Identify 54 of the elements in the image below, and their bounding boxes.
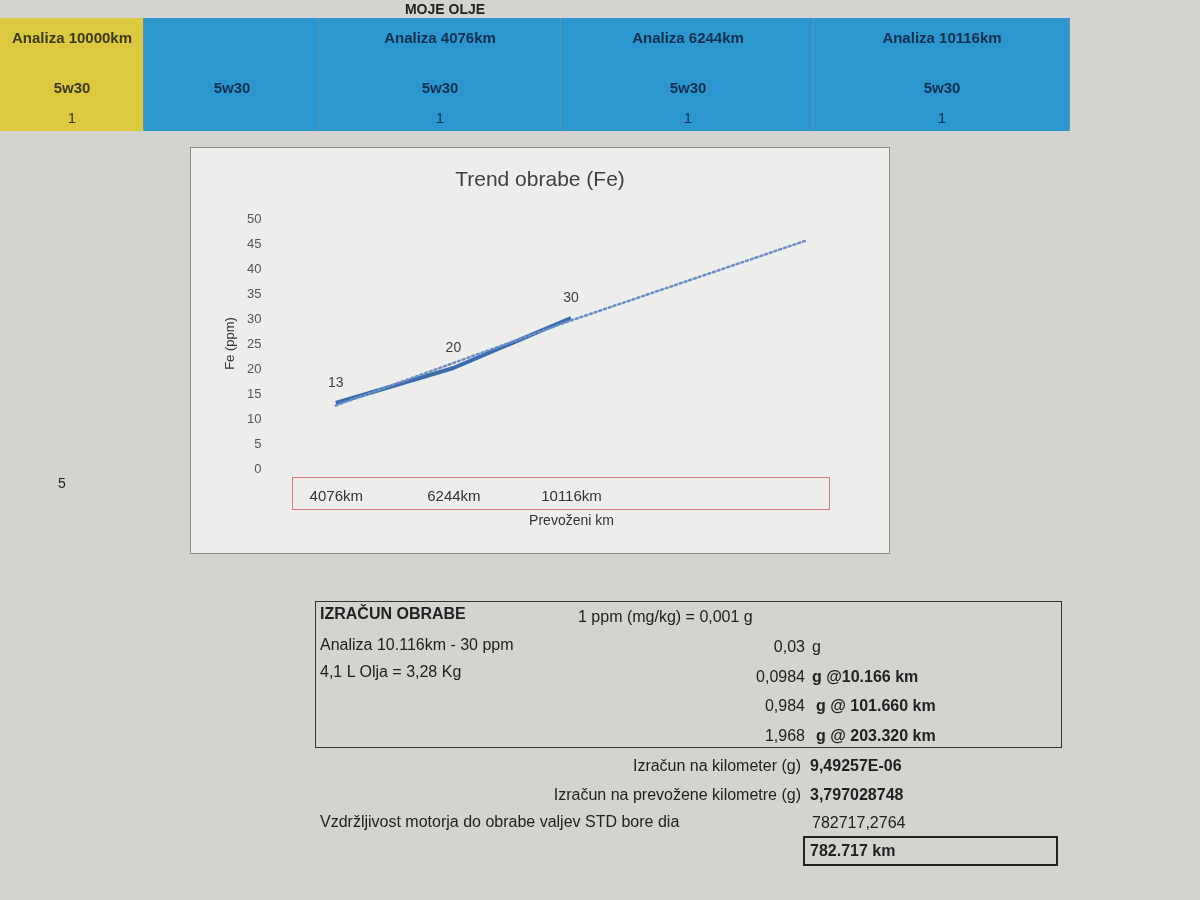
data-label: 30 (563, 289, 579, 305)
y-tick-label: 15 (247, 385, 262, 401)
text: g @ 203.320 km (816, 726, 936, 746)
text: Analiza 10000km (11, 29, 133, 47)
text: 9,49257E-06 (810, 756, 902, 776)
y-tick-label: 50 (247, 210, 262, 226)
text: 1 (937, 109, 947, 127)
text: Izračun na kilometer (g) (632, 756, 801, 776)
text: g @10.166 km (812, 667, 919, 687)
y-tick-label: 0 (254, 460, 262, 476)
y-tick-label: 40 (247, 260, 262, 276)
y-tick-label: 5 (254, 435, 262, 451)
text: 4,1 L Olja = 3,28 Kg (320, 662, 462, 682)
y-tick-label: 20 (247, 360, 262, 376)
y-tick-label: 35 (247, 285, 262, 301)
text: 3,797028748 (810, 785, 904, 805)
x-tick-label: 10116km (541, 486, 602, 504)
text: 5w30 (421, 79, 459, 97)
x-axis-title: Prevoženi km (529, 511, 614, 528)
text: Izračun na prevožene kilometre (g) (553, 785, 801, 805)
data-label: 20 (445, 339, 462, 355)
text: Analiza 4076km (384, 29, 496, 47)
text: g @ 101.660 km (816, 696, 936, 716)
y-tick-label: 45 (247, 235, 262, 251)
text: IZRAČUN OBRABE (320, 604, 466, 624)
text: MOJE OLJE (404, 0, 486, 18)
text: 1,968 (764, 726, 805, 746)
y-tick-label: 25 (247, 335, 262, 351)
text: 1 (435, 109, 445, 127)
x-tick-label: 4076km (309, 486, 363, 504)
y-tick-label: 10 (247, 410, 262, 426)
text: 782.717 km (810, 841, 896, 861)
text: 0,03 (773, 637, 805, 657)
text: 1 ppm (mg/kg) = 0,001 g (578, 607, 753, 627)
text: 5w30 (213, 79, 251, 97)
x-tick-label: 6244km (427, 486, 481, 504)
text: 782717,2764 (812, 813, 906, 833)
y-axis-title: Fe (ppm) (222, 317, 238, 370)
text: Analiza 6244km (632, 29, 744, 47)
chart-title: Trend obrabe (Fe) (455, 167, 625, 190)
text: Vzdržljivost motorja do obrabe valjev STD bore dia (320, 812, 680, 832)
text: 0,0984 (756, 667, 805, 687)
text: Analiza 10.116km - 30 ppm (320, 635, 514, 655)
data-label: 13 (328, 374, 344, 390)
text: 1 (67, 109, 77, 127)
text: Analiza 10116km (882, 29, 1002, 47)
text: 1 (683, 109, 693, 127)
text: 5 (58, 474, 66, 492)
text: g (812, 637, 821, 657)
text: 5w30 (53, 79, 91, 97)
text: 0,984 (764, 696, 805, 716)
text: 5w30 (669, 79, 707, 97)
y-tick-label: 30 (247, 310, 262, 326)
text: 5w30 (923, 79, 961, 97)
